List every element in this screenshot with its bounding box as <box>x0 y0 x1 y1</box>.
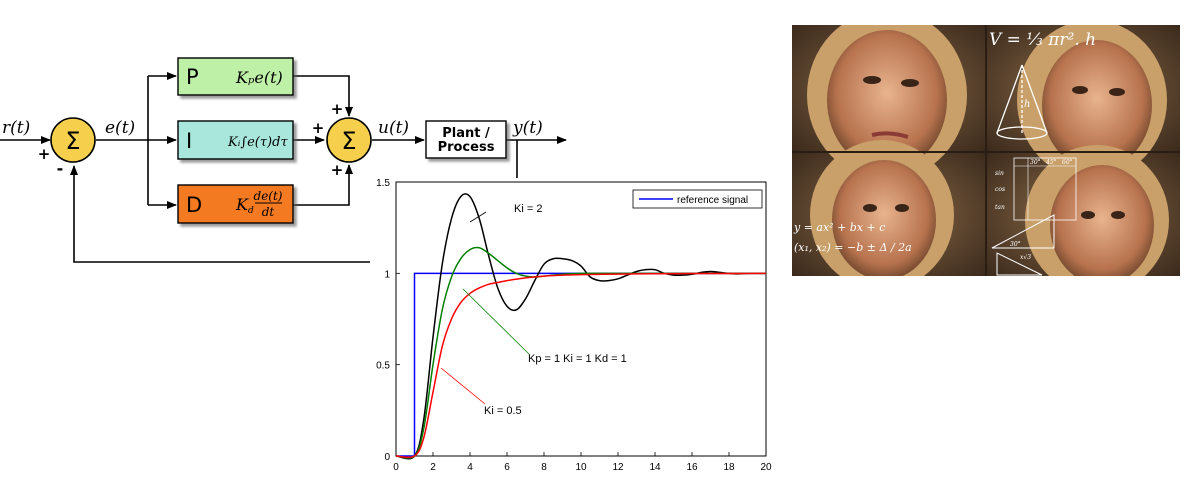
confused-math-meme-image: V = ⅓ πr². h h sin cos tan 30° 45° 60° 3… <box>792 25 1180 276</box>
y-tick-label: 1.5 <box>376 178 390 189</box>
y-tick-label: 0 <box>384 452 390 463</box>
plant-label-line2: Process <box>438 140 495 155</box>
step-response-chart: 0 2 4 6 8 10 12 14 16 18 20 0 0.5 1 1.5 reference sign… <box>376 178 772 473</box>
meme-cone-drawing <box>996 64 1048 140</box>
y-tick-label: 1 <box>384 269 390 280</box>
x-tick-label: 2 <box>430 462 436 473</box>
meme-formula-roots: (x₁, x₂) = −b ± Δ / 2a <box>794 241 912 254</box>
sum2-plus-top: + <box>331 100 344 118</box>
d-block-subscript: d <box>248 206 254 216</box>
meme-formula-volume: V = ⅓ πr². h <box>989 30 1096 50</box>
annotation-ki2-pointer <box>469 211 487 223</box>
x-tick-label: 20 <box>760 462 772 473</box>
meme-tri-angle: 30° <box>1010 241 1021 248</box>
d-block-coefficient: K <box>235 195 249 214</box>
meme-mouth-1 <box>871 131 909 139</box>
series-line-3 <box>395 272 767 459</box>
meme-eye-3a <box>863 204 877 212</box>
plant-block-box <box>425 120 507 159</box>
meme-trig-sin: sin <box>995 170 1004 177</box>
plot-area <box>395 181 767 457</box>
meme-face-3 <box>832 160 936 276</box>
d-block: D K d de(t) dt <box>177 184 294 224</box>
sum2-circle <box>326 117 372 163</box>
meme-trig-45: 45° <box>1045 159 1057 166</box>
sum2-plus-bottom: + <box>331 161 344 179</box>
annotation-ki-2: Ki = 2 <box>514 203 542 215</box>
meme-trig-tan: tan <box>995 204 1005 211</box>
i-block-box <box>177 120 294 160</box>
summing-junction-2: Σ + + + <box>312 100 372 179</box>
x-tick-label: 12 <box>612 462 624 473</box>
meme-trig-60: 60° <box>1062 159 1073 166</box>
y-tick-label: 0.5 <box>376 361 390 372</box>
x-tick-label: 18 <box>723 462 735 473</box>
plant-block: Plant / Process <box>425 120 507 159</box>
meme-formula-quadratic: y = ax² + bx + c <box>793 221 885 234</box>
meme-eye-2a <box>1072 86 1088 94</box>
plot-series <box>395 193 767 460</box>
p-block-box <box>177 57 294 96</box>
plot-legend: reference signal <box>632 189 763 209</box>
x-tick-label: 6 <box>504 462 510 473</box>
i-block-expression: Kᵢ∫e(τ)dτ <box>227 135 288 150</box>
meme-trig-cos: cos <box>995 186 1005 193</box>
summing-junction-1: Σ + - <box>38 117 96 178</box>
p-block-letter: P <box>186 65 199 89</box>
meme-eye-4a <box>1081 211 1095 219</box>
sum2-plus-left: + <box>312 119 325 137</box>
plant-label-line1: Plant / <box>442 126 490 141</box>
x-tick-label: 14 <box>649 462 661 473</box>
sum1-minus-sign: - <box>57 159 64 178</box>
p-output-arrow <box>293 75 353 117</box>
sum1-symbol: Σ <box>65 127 80 155</box>
error-label: e(t) <box>105 118 135 138</box>
meme-face-2 <box>1042 40 1152 170</box>
p-block: P Kₚe(t) <box>177 57 294 96</box>
meme-eye-1a <box>863 76 881 84</box>
legend-box <box>632 189 763 209</box>
d-block-letter: D <box>186 193 202 217</box>
meme-picture: V = ⅓ πr². h h sin cos tan 30° 45° 60° 3… <box>792 25 1180 276</box>
plot-tick-labels: 0 2 4 6 8 10 12 14 16 18 20 0 0.5 1 1.5 <box>376 178 772 473</box>
meme-eye-3b <box>895 204 909 212</box>
output-label: y(t) <box>512 118 543 138</box>
i-block: I Kᵢ∫e(τ)dτ <box>177 120 294 160</box>
d-output-arrow <box>293 164 353 206</box>
x-tick-label: 10 <box>575 462 587 473</box>
sum1-plus-sign: + <box>38 145 51 163</box>
meme-eye-4b <box>1111 211 1125 219</box>
sum1-circle <box>50 117 96 163</box>
legend-label: reference signal <box>677 195 748 206</box>
meme-tri-base: x√3 <box>1020 254 1031 261</box>
meme-trig-30: 30° <box>1030 159 1041 166</box>
d-block-denominator: dt <box>262 205 275 219</box>
sum2-symbol: Σ <box>341 127 356 155</box>
p-block-expression: Kₚe(t) <box>235 68 283 87</box>
meme-triangle-drawing <box>991 214 1055 276</box>
annotation-baseline-pointer <box>462 288 531 356</box>
annotation-ki05-pointer <box>440 367 486 405</box>
meme-face-1 <box>827 30 947 170</box>
control-label: u(t) <box>378 118 409 138</box>
meme-eye-1b <box>901 79 919 87</box>
meme-eye-2b <box>1109 88 1125 96</box>
block-diagram <box>0 72 567 263</box>
d-block-numerator: de(t) <box>254 189 283 203</box>
annotation-baseline-gains: Kp = 1 Ki = 1 Kd = 1 <box>528 353 627 365</box>
meme-cone-label: h <box>1024 99 1030 110</box>
x-tick-label: 4 <box>467 462 473 473</box>
input-label: r(t) <box>2 118 30 138</box>
x-tick-label: 8 <box>541 462 547 473</box>
annotation-ki-0-5: Ki = 0.5 <box>484 405 522 417</box>
x-tick-label: 16 <box>686 462 698 473</box>
i-block-letter: I <box>186 129 192 153</box>
x-tick-label: 0 <box>393 462 399 473</box>
feedback-arrow <box>70 165 370 263</box>
d-block-box <box>177 184 294 224</box>
